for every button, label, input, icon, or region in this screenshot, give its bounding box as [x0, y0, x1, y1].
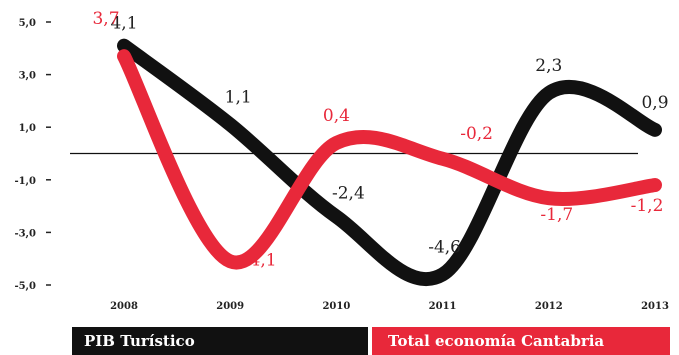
legend-total-economia: Total economía Cantabria — [372, 327, 670, 355]
data-label: 1,1 — [225, 88, 252, 108]
y-tick-label: -5,0 — [14, 281, 36, 292]
data-label: -0,2 — [460, 124, 493, 144]
legend-label-total-economia: Total economía Cantabria — [388, 332, 605, 350]
x-tick-label: 2010 — [322, 301, 350, 312]
legend-pib-turistico: PIB Turístico — [72, 327, 368, 355]
data-labels: 4,1 1,1 -2,4 -4,6 2,3 0,9 3,7 -4,1 0,4 -0,2 -1,7 -1… — [92, 9, 668, 270]
y-tick-label: 5,0 — [19, 18, 36, 29]
data-label: -4,1 — [244, 250, 277, 270]
x-tick-label: 2009 — [216, 301, 244, 312]
data-label: 0,4 — [323, 106, 350, 126]
y-tick-label: 1,0 — [19, 123, 36, 134]
data-label: -4,6 — [428, 237, 461, 257]
data-label: 4,1 — [110, 14, 137, 34]
data-label: 3,7 — [92, 9, 119, 29]
y-tick-label: 3,0 — [19, 71, 36, 82]
data-label: -1,2 — [631, 196, 664, 216]
legend-label-pib-turistico: PIB Turístico — [84, 332, 195, 350]
y-axis: 5,0 3,0 1,0 -1,0 -3,0 -5,0 — [14, 18, 51, 292]
data-label: 0,9 — [641, 93, 668, 113]
data-label: 2,3 — [535, 56, 562, 76]
data-label: -1,7 — [540, 205, 573, 225]
x-axis: 2008 2009 2010 2011 2012 2013 — [110, 301, 669, 312]
series-line-0 — [117, 38, 662, 287]
y-tick-label: -3,0 — [14, 228, 36, 239]
x-tick-label: 2012 — [535, 301, 563, 312]
series-layer — [117, 38, 662, 287]
x-tick-label: 2013 — [641, 301, 669, 312]
y-tick-label: -1,0 — [14, 176, 36, 187]
data-label: -2,4 — [332, 184, 365, 204]
x-tick-label: 2008 — [110, 301, 138, 312]
x-tick-label: 2011 — [429, 301, 457, 312]
series-line-1 — [117, 49, 662, 270]
